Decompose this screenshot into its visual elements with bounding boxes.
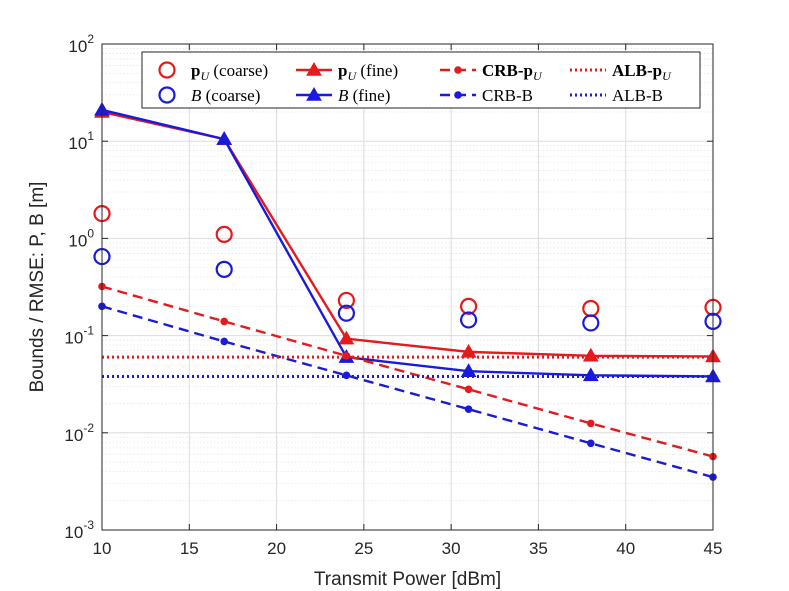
legend-label-sub: U [347, 69, 357, 83]
y-tick-label: 10-3 [64, 518, 94, 542]
x-tick-label: 30 [442, 539, 461, 558]
legend-marker [454, 91, 462, 99]
legend-item: ALB-B [570, 86, 663, 105]
legend-item: CRB-B [440, 86, 533, 105]
legend-marker [306, 86, 322, 101]
legend-label-suffix: (fine) [348, 86, 390, 105]
data-point [582, 314, 600, 332]
grid [101, 43, 714, 531]
y-tick-label: 10-1 [64, 324, 94, 348]
legend-marker [454, 66, 462, 74]
legend-label-main: ALB-B [612, 86, 663, 105]
series-pu-fine- [94, 103, 721, 363]
x-tick-label: 35 [529, 539, 548, 558]
legend-label-suffix: (fine) [356, 61, 398, 80]
y-tick-base: 10 [68, 231, 87, 250]
data-point [337, 304, 355, 322]
legend-label-main: B [338, 86, 349, 105]
legend-label-main: CRB-p [482, 61, 533, 80]
y-tick-base: 10 [68, 134, 87, 153]
x-tick-label: 40 [616, 539, 635, 558]
legend-label-main: ALB-p [612, 61, 662, 80]
legend-item: pU (fine) [296, 61, 398, 83]
legend-item: ALB-pU [570, 61, 672, 83]
data-point [460, 311, 478, 329]
legend-label-sub: U [533, 69, 543, 83]
legend-label-main: CRB-B [482, 86, 533, 105]
data-point [220, 337, 228, 346]
data-point [464, 385, 473, 394]
data-point [460, 297, 478, 315]
legend-marker [158, 86, 176, 104]
data-point [587, 439, 595, 448]
legend-marker [306, 61, 322, 76]
series-crb-pu [98, 282, 717, 461]
y-tick-base: 10 [64, 523, 83, 542]
legend-label-main: B [191, 86, 202, 105]
legend-label: pU (fine) [338, 61, 398, 83]
y-tick-label: 100 [68, 226, 94, 250]
legend-label: B (fine) [338, 86, 390, 105]
legend-item: pU (coarse) [158, 61, 268, 83]
y-tick-base: 10 [68, 37, 87, 56]
series-crb-b [98, 302, 717, 481]
y-tick-exponent: 1 [87, 129, 94, 143]
y-tick-label: 102 [68, 32, 94, 56]
x-tick-label: 15 [180, 539, 199, 558]
legend-label: ALB-B [612, 86, 663, 105]
data-point [337, 291, 355, 310]
x-tick-label: 20 [267, 539, 286, 558]
y-tick-exponent: 0 [87, 226, 94, 240]
data-point [220, 317, 228, 326]
data-point [587, 419, 595, 428]
series-line [101, 305, 714, 479]
y-tick-exponent: -3 [83, 518, 94, 532]
x-axis-label: Transmit Power [dBm] [314, 569, 501, 590]
legend-marker [158, 61, 176, 79]
legend-label-sub: U [662, 69, 672, 83]
legend-label-main: p [191, 61, 200, 80]
series-b-coarse- [93, 247, 722, 332]
legend-label-suffix: (coarse) [201, 86, 260, 105]
y-tick-exponent: -2 [83, 421, 94, 435]
y-axis-label: Bounds / RMSE: P, B [m] [27, 182, 48, 393]
data-point [216, 131, 233, 145]
data-point [215, 225, 233, 243]
y-tick-base: 10 [64, 329, 83, 348]
series-line [101, 285, 714, 458]
data-point [215, 260, 233, 278]
x-tick-label: 25 [354, 539, 373, 558]
legend-label: ALB-pU [612, 61, 672, 83]
plot-frame [101, 43, 714, 531]
legend-item: B (coarse) [158, 86, 260, 105]
x-tick-label: 10 [93, 539, 112, 558]
legend-label: CRB-B [482, 86, 533, 105]
legend-label-main: p [338, 61, 347, 80]
series-layer [93, 101, 722, 481]
y-tick-exponent: 2 [87, 32, 94, 46]
legend-box [141, 51, 701, 109]
y-tick-base: 10 [64, 426, 83, 445]
y-tick-label: 101 [68, 129, 94, 153]
legend: pU (coarse) pU (fine) CRB-pU ALB-pUB (coars… [141, 51, 701, 109]
data-point [338, 330, 355, 345]
legend-label-sub: U [200, 69, 210, 83]
x-tick-label: 45 [704, 539, 723, 558]
data-point [582, 299, 600, 318]
legend-item: CRB-pU [440, 61, 543, 83]
y-tick-exponent: -1 [83, 324, 94, 338]
legend-label: CRB-pU [482, 61, 543, 83]
series-pu-coarse- [93, 204, 722, 318]
legend-label-suffix: (coarse) [209, 61, 268, 80]
legend-label: B (coarse) [191, 86, 260, 105]
series-line [101, 110, 714, 358]
series-line [101, 108, 714, 378]
legend-label: pU (coarse) [191, 61, 268, 83]
legend-item: B (fine) [296, 86, 390, 105]
y-tick-label: 10-2 [64, 421, 94, 445]
data-point [464, 405, 473, 413]
